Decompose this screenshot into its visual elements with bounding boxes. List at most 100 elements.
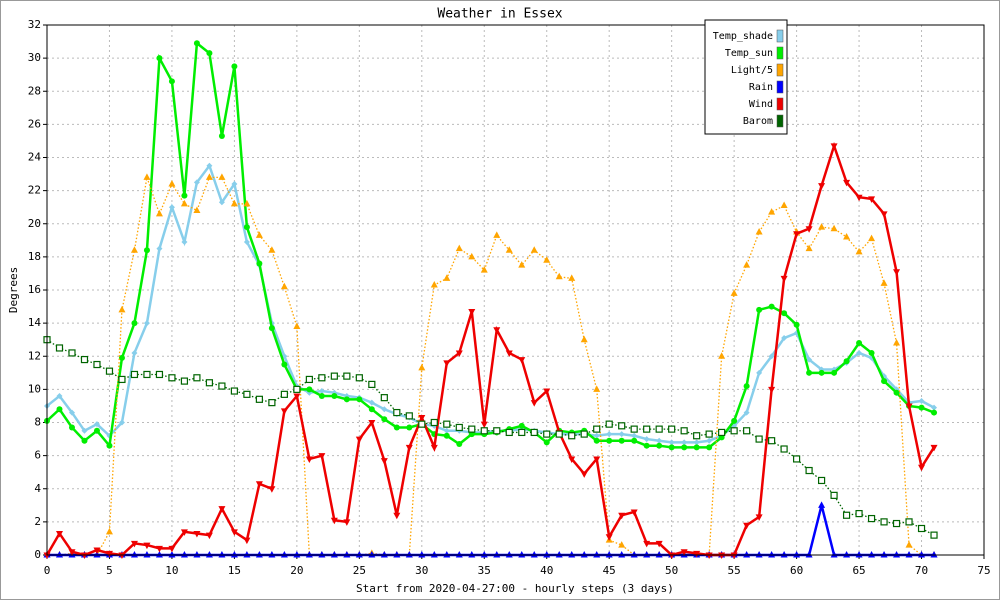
point	[655, 540, 663, 548]
point	[593, 551, 601, 558]
point	[106, 442, 113, 449]
legend-label: Light/5	[731, 65, 773, 76]
point	[330, 372, 338, 380]
point	[493, 231, 501, 238]
point	[817, 476, 826, 485]
legend-box	[704, 19, 788, 135]
point	[818, 501, 826, 508]
point	[330, 551, 338, 558]
y-tick-label: 6	[34, 449, 41, 462]
point	[318, 374, 326, 382]
point	[118, 552, 126, 559]
point	[93, 547, 101, 555]
point	[680, 549, 688, 556]
point	[668, 425, 676, 433]
point	[830, 491, 838, 499]
point	[356, 396, 363, 403]
point	[793, 231, 801, 238]
series	[43, 173, 938, 558]
point	[593, 385, 601, 392]
point	[368, 399, 375, 406]
point	[206, 50, 213, 57]
x-tick-label: 55	[728, 564, 741, 577]
point	[243, 224, 250, 231]
point	[343, 551, 351, 558]
point	[380, 394, 388, 402]
y-tick-label: 14	[28, 316, 42, 329]
legend-label: Temp_shade	[713, 31, 773, 42]
point	[243, 537, 251, 545]
chart-title: Weather in Essex	[437, 7, 562, 22]
point	[893, 269, 901, 276]
point	[355, 436, 363, 444]
point	[830, 224, 838, 232]
y-tick-label: 2	[34, 515, 41, 528]
point	[655, 551, 663, 558]
point	[543, 388, 551, 396]
point	[268, 486, 276, 493]
point	[118, 419, 125, 426]
point	[380, 551, 388, 558]
point	[181, 192, 188, 199]
point	[543, 551, 551, 558]
point	[280, 551, 288, 558]
series-line	[47, 176, 935, 556]
point	[518, 357, 526, 364]
y-tick-label: 20	[28, 217, 41, 230]
point	[205, 532, 213, 540]
point	[343, 396, 350, 403]
point	[643, 551, 651, 558]
point	[593, 425, 601, 433]
point	[143, 542, 151, 550]
point	[768, 386, 776, 394]
point	[755, 435, 763, 443]
point	[855, 194, 863, 202]
point	[443, 274, 451, 281]
point	[643, 540, 651, 548]
legend: Temp_shade Temp_sun Light/5 Rain Wind Barom	[704, 19, 788, 135]
point	[867, 514, 876, 523]
point	[330, 517, 338, 525]
point	[268, 399, 276, 407]
point	[443, 427, 450, 434]
point	[118, 354, 125, 361]
point	[868, 196, 876, 203]
point	[618, 541, 626, 548]
point	[343, 372, 351, 380]
point	[780, 201, 788, 209]
point	[80, 355, 89, 364]
point	[243, 238, 250, 245]
point	[68, 424, 75, 431]
legend-label: Barom	[743, 116, 773, 127]
y-axis-label: Degrees	[7, 267, 20, 313]
point	[743, 409, 750, 416]
point	[768, 303, 775, 310]
point	[693, 439, 700, 446]
point	[868, 234, 876, 242]
point	[430, 418, 438, 427]
point	[55, 530, 63, 538]
point	[168, 204, 175, 211]
point	[818, 223, 826, 230]
point	[168, 78, 175, 85]
x-tick-label: 65	[852, 564, 865, 577]
point	[193, 179, 200, 186]
y-tick-label: 30	[28, 51, 41, 64]
point	[630, 509, 638, 516]
point	[143, 247, 150, 254]
point	[855, 247, 863, 255]
point	[505, 246, 513, 253]
point	[93, 360, 101, 369]
point	[643, 436, 650, 443]
point	[193, 206, 201, 213]
point	[43, 552, 51, 559]
point	[168, 180, 176, 187]
point	[568, 432, 576, 440]
point	[393, 512, 401, 520]
point	[206, 162, 213, 169]
point	[868, 349, 875, 356]
x-tick-label: 75	[977, 564, 990, 577]
point	[743, 383, 750, 390]
point	[580, 335, 588, 343]
